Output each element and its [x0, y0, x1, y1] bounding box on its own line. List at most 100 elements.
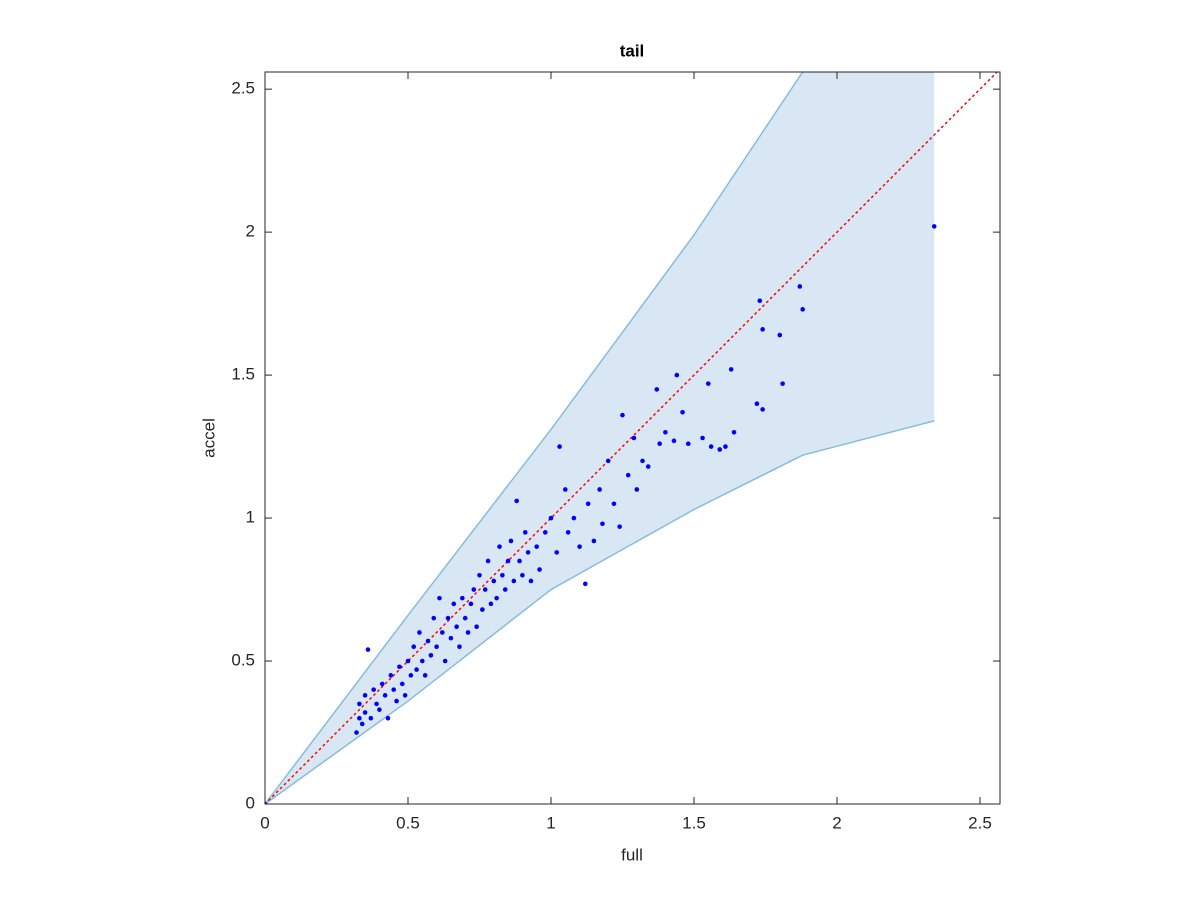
scatter-point: [583, 581, 588, 587]
scatter-point: [494, 595, 499, 601]
scatter-point: [511, 578, 517, 584]
scatter-point: [577, 544, 582, 549]
scatter-point: [422, 673, 428, 678]
y-tick-label: 1.5: [231, 365, 255, 384]
scatter-point: [723, 444, 728, 449]
scatter-point: [611, 501, 617, 507]
scatter-point: [502, 587, 508, 592]
scatter-point: [462, 615, 468, 621]
scatter-point: [485, 558, 491, 564]
scatter-point: [517, 558, 522, 564]
scatter-point: [654, 387, 660, 392]
scatter-point: [625, 472, 631, 478]
y-tick-label: 0.5: [231, 651, 255, 670]
scatter-point: [388, 673, 394, 678]
scatter-point: [557, 444, 562, 449]
scatter-point: [520, 572, 525, 578]
scatter-point: [505, 558, 511, 564]
scatter-point: [414, 667, 419, 672]
scatter-point: [708, 444, 714, 449]
scatter-point: [431, 615, 437, 621]
scatter-point: [477, 572, 482, 578]
scatter-point: [362, 710, 368, 715]
scatter-point: [460, 595, 465, 601]
scatter-point: [760, 327, 765, 332]
scatter-point: [428, 653, 434, 658]
scatter-point: [800, 307, 805, 312]
y-tick-label: 0: [246, 793, 255, 812]
scatter-point: [663, 429, 668, 435]
scatter-point: [454, 624, 459, 630]
scatter-point: [445, 615, 451, 621]
scatter-point: [528, 578, 534, 584]
scatter-point: [465, 630, 471, 635]
scatter-point: [448, 635, 454, 641]
scatter-point: [728, 367, 734, 372]
scatter-point: [500, 572, 505, 578]
scatter-point: [442, 658, 448, 664]
scatter-point: [685, 441, 691, 447]
scatter-point: [451, 601, 457, 607]
scatter-point: [585, 501, 591, 507]
scatter-point: [548, 515, 554, 521]
scatter-point: [525, 550, 531, 555]
scatter-point: [419, 658, 425, 664]
scatter-point: [522, 530, 528, 535]
band-fill: [265, 72, 935, 804]
scatter-point: [717, 447, 723, 452]
scatter-point: [405, 658, 411, 664]
scatter-point: [491, 578, 497, 584]
scatter-point: [497, 544, 502, 549]
scatter-point: [468, 601, 474, 607]
scatter-point: [437, 595, 442, 601]
scatter-point: [368, 715, 374, 721]
band-upper-edge: [265, 72, 804, 804]
scatter-point: [931, 224, 937, 229]
scatter-point: [674, 372, 680, 378]
scatter-point: [417, 630, 422, 635]
scatter-point: [700, 435, 705, 441]
scatter-point: [640, 458, 645, 464]
scatter-point: [597, 487, 602, 492]
scatter-point: [425, 638, 431, 644]
scatter-point: [391, 687, 396, 692]
x-tick-label: 1: [546, 813, 555, 832]
scatter-point: [617, 524, 622, 529]
scatter-point: [754, 401, 760, 406]
scatter-point: [571, 515, 577, 521]
scatter-point: [357, 715, 362, 721]
scatter-point: [411, 644, 417, 650]
x-tick-label: 2: [832, 813, 841, 832]
scatter-point: [354, 730, 359, 735]
scatter-point: [731, 429, 737, 435]
scatter-point: [402, 693, 408, 698]
chart-title: tail: [620, 41, 645, 60]
scatter-point: [605, 458, 611, 464]
scatter-point: [797, 284, 803, 289]
scatter-point: [508, 538, 514, 544]
scatter-point: [757, 298, 763, 304]
scatter-point: [542, 530, 548, 535]
y-tick-label: 2: [246, 222, 255, 241]
scatter-point: [374, 701, 379, 707]
scatter-point: [359, 721, 365, 727]
scatter-point: [480, 607, 485, 612]
scatter-point: [645, 464, 651, 469]
scatter-point: [394, 698, 399, 704]
scatter-point: [634, 487, 640, 492]
scatter-point: [657, 441, 662, 447]
axes: 0 0.5 1 1.5 2 2.5 0 0.5 1 1.5 2 2.5: [231, 71, 1001, 832]
scatter-point: [631, 435, 637, 441]
scatter-point: [565, 530, 571, 535]
scatter-point: [514, 498, 519, 504]
y-tick-label: 1: [246, 508, 255, 527]
scatter-point: [554, 550, 560, 555]
scatter-point: [534, 544, 539, 549]
scatter-point: [265, 801, 268, 804]
scatter-point: [671, 438, 677, 444]
scatter-point: [385, 715, 391, 721]
scatter-point: [591, 538, 597, 544]
scatter-point: [408, 673, 414, 678]
x-axis-label: full: [621, 845, 643, 864]
